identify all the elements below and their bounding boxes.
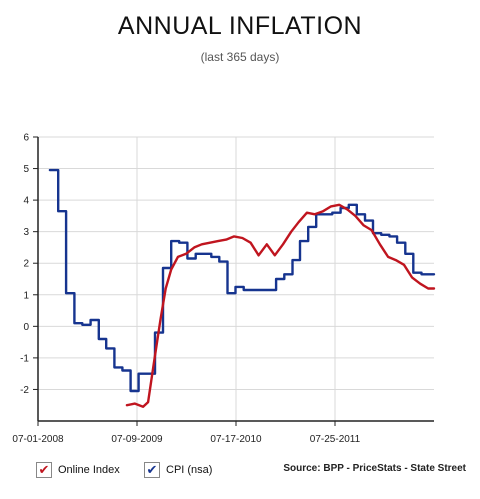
- legend: ✔ Online Index ✔ CPI (nsa): [36, 460, 466, 480]
- check-icon: ✔: [38, 462, 50, 477]
- y-tick-label: -1: [20, 353, 29, 364]
- chart-subtitle: (last 365 days): [200, 50, 280, 64]
- y-tick-label: 3: [23, 227, 29, 238]
- series-line-cpi-nsa: [48, 168, 436, 393]
- y-tick-label: 2: [23, 259, 29, 270]
- x-tick-label: 07-17-2010: [210, 434, 262, 445]
- y-tick-label: 6: [23, 133, 29, 144]
- y-tick-label: 0: [23, 322, 29, 333]
- legend-item-online-index[interactable]: ✔ Online Index: [36, 460, 120, 480]
- legend-label-cpi: CPI (nsa): [166, 464, 213, 476]
- x-tick-label: 07-09-2009: [111, 434, 163, 445]
- legend-label-online-index: Online Index: [58, 464, 120, 476]
- legend-checkbox-online-index[interactable]: ✔: [36, 462, 52, 478]
- chart-title: ANNUAL INFLATION: [117, 12, 363, 40]
- series-line-online-index: [125, 203, 436, 408]
- y-tick-label: 4: [23, 196, 29, 207]
- legend-checkbox-cpi[interactable]: ✔: [144, 462, 160, 478]
- legend-item-cpi[interactable]: ✔ CPI (nsa): [144, 460, 212, 480]
- x-tick-label: 07-01-2008: [12, 434, 64, 445]
- x-tick-label: 07-25-2011: [310, 434, 361, 445]
- y-tick-label: -2: [20, 385, 29, 396]
- source-note: Source: BPP - PriceStats - State Street: [283, 463, 466, 474]
- y-tick-label: 5: [23, 164, 29, 175]
- check-icon: ✔: [146, 462, 158, 477]
- y-tick-label: 1: [23, 290, 29, 301]
